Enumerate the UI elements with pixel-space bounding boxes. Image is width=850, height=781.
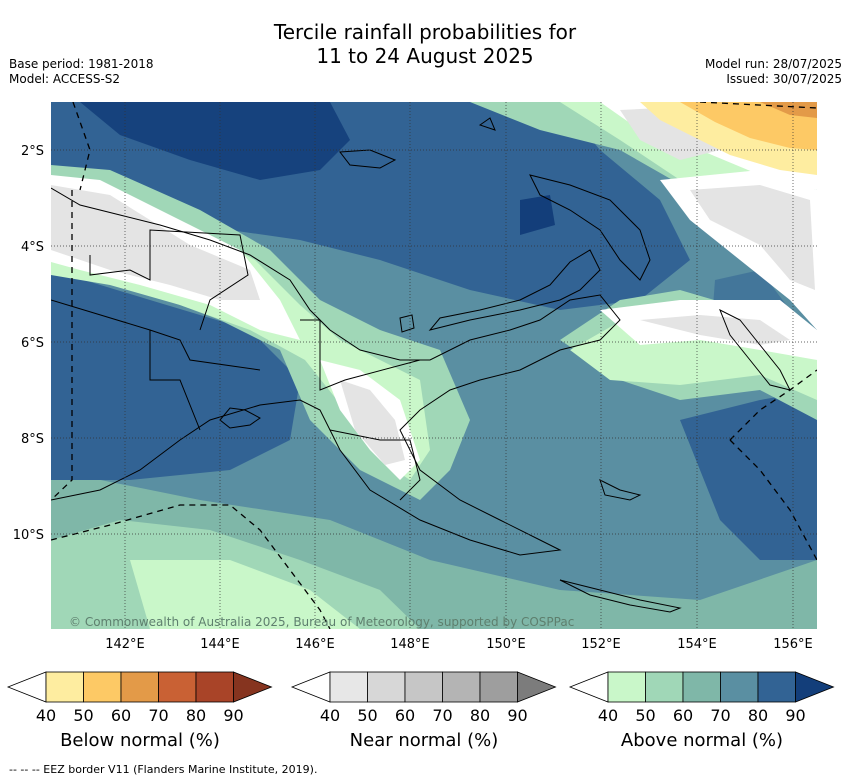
lon-label: 156°E — [773, 637, 813, 652]
colorbar-tick-label: 40 — [320, 706, 340, 725]
colorbar-cell — [83, 671, 122, 703]
longitude-labels: 142°E 144°E 146°E 148°E 150°E 152°E 154°… — [105, 637, 813, 652]
colorbar-cell — [195, 671, 234, 703]
colorbar-cell — [645, 671, 684, 703]
lon-label: 150°E — [486, 637, 526, 652]
lon-label: 142°E — [105, 637, 145, 652]
latitude-labels: 2°S 4°S 6°S 8°S 10°S — [13, 144, 44, 543]
near-40-west — [51, 185, 260, 300]
colorbar-extend-high — [517, 671, 557, 703]
colorbar-extend-low — [568, 671, 609, 703]
colorbar-cell — [757, 671, 796, 703]
colorbar-tick-label: 40 — [36, 706, 56, 725]
above-50-south — [130, 560, 360, 629]
border-lines — [51, 229, 421, 501]
colorbar-near: 40 50 60 70 80 90 — [290, 671, 557, 725]
lat-label: 2°S — [21, 144, 44, 159]
lat-label: 10°S — [13, 528, 44, 543]
colorbar-below-label: Below normal (%) — [60, 730, 220, 751]
colorbar-below: 40 50 60 70 80 90 — [6, 671, 273, 725]
title-line-2: 11 to 24 August 2025 — [316, 44, 534, 68]
colorbar-tick-label: 70 — [148, 706, 168, 725]
graticule — [51, 102, 817, 629]
lon-label: 154°E — [677, 637, 717, 652]
lon-label: 144°E — [200, 637, 240, 652]
colorbar-tick-label: 90 — [785, 706, 805, 725]
colorbar-extend-low — [6, 671, 47, 703]
near-40-southeast — [640, 315, 790, 345]
colorbar-cell — [404, 671, 443, 703]
colorbar-cell — [720, 671, 759, 703]
colorbar-tick-label: 60 — [111, 706, 131, 725]
colorbar-tick-label: 50 — [357, 706, 377, 725]
colorbar-cell — [367, 671, 406, 703]
near-40-east — [690, 185, 815, 290]
model-run-text: Model run: 28/07/2025 — [704, 57, 842, 71]
copyright-text: © Commonwealth of Australia 2025, Bureau… — [69, 615, 574, 629]
meta-left: Base period: 1981-2018 Model: ACCESS-S2 — [9, 57, 154, 87]
above-90-east — [520, 195, 555, 235]
eez-footer-note: -- -- -- EEZ border V11 (Flanders Marine… — [9, 763, 318, 776]
colorbar-tick-label: 70 — [432, 706, 452, 725]
meta-right: Model run: 28/07/2025 Issued: 30/07/2025 — [705, 57, 842, 87]
colorbar-tick-label: 70 — [710, 706, 730, 725]
below-60-northeast — [760, 102, 817, 118]
eez-border-lines — [51, 102, 817, 629]
colorbar-tick-label: 80 — [748, 706, 768, 725]
colorbar-extend-high — [233, 671, 273, 703]
issued-text: Issued: 30/07/2025 — [726, 72, 842, 86]
colorbar-cell — [682, 671, 721, 703]
lon-label: 152°E — [581, 637, 621, 652]
colorbar-cell — [442, 671, 481, 703]
base-period-text: Base period: 1981-2018 — [9, 57, 154, 71]
lat-label: 6°S — [21, 336, 44, 351]
near-40-center — [340, 380, 405, 465]
colorbar-extend-high — [795, 671, 835, 703]
above-80-southeast — [680, 390, 817, 560]
colorbar-tick-label: 90 — [223, 706, 243, 725]
colorbar-tick-label: 80 — [470, 706, 490, 725]
chart-title: Tercile rainfall probabilities for 11 to… — [0, 20, 850, 68]
colorbar-tick-label: 60 — [395, 706, 415, 725]
colorbar-cell — [607, 671, 646, 703]
model-text: Model: ACCESS-S2 — [9, 72, 121, 86]
above-90-north — [80, 102, 350, 180]
lon-label: 146°E — [295, 637, 335, 652]
colorbar-cell — [158, 671, 197, 703]
title-line-1: Tercile rainfall probabilities for — [273, 20, 577, 44]
colorbar-cell — [479, 671, 518, 703]
colorbar-tick-label: 60 — [673, 706, 693, 725]
lat-label: 8°S — [21, 432, 44, 447]
colorbar-cell — [329, 671, 368, 703]
colorbar-extend-low — [290, 671, 331, 703]
colorbar-above: 40 50 60 70 80 90 — [568, 671, 835, 725]
probability-field — [51, 102, 817, 629]
colorbar-near-label: Near normal (%) — [349, 730, 499, 751]
colorbar-tick-label: 40 — [598, 706, 618, 725]
colorbar-tick-label: 50 — [635, 706, 655, 725]
colorbar-cell — [45, 671, 84, 703]
lon-label: 148°E — [390, 637, 430, 652]
colorbar-above-label: Above normal (%) — [620, 730, 784, 751]
colorbar-cell — [120, 671, 159, 703]
below-50-northeast — [680, 102, 817, 150]
lat-label: 4°S — [21, 240, 44, 255]
colorbar-tick-label: 80 — [186, 706, 206, 725]
above-80-southwest — [51, 270, 300, 480]
colorbar-tick-label: 90 — [507, 706, 527, 725]
near-40-northeast — [620, 108, 720, 160]
colorbar-tick-label: 50 — [73, 706, 93, 725]
